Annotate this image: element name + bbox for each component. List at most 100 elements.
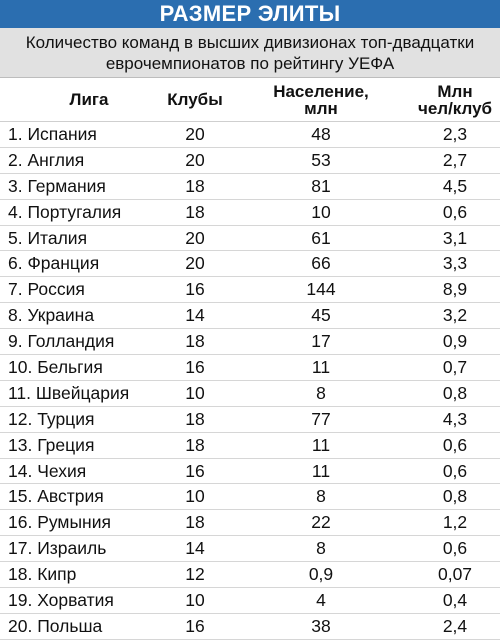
cell-league: 5. Италия <box>8 227 88 248</box>
cell-league: 16. Румыния <box>8 512 111 533</box>
cell-league: 11. Швейцария <box>8 382 130 403</box>
cell-ratio: 0,6 <box>442 201 468 222</box>
cell-population: 8 <box>316 538 326 559</box>
cell-clubs: 20 <box>185 253 205 274</box>
cell-population: 11 <box>311 356 331 377</box>
cell-population: 8 <box>316 486 326 507</box>
header-ratio-line-1: Млн <box>437 81 473 101</box>
cell-clubs: 16 <box>185 279 205 300</box>
cell-clubs: 16 <box>185 356 205 377</box>
cell-clubs: 18 <box>185 331 205 352</box>
cell-population: 11 <box>311 460 331 481</box>
cell-clubs: 12 <box>185 564 205 585</box>
cell-clubs: 20 <box>185 123 205 144</box>
cell-ratio: 4,3 <box>442 408 468 429</box>
cell-clubs: 20 <box>185 149 205 170</box>
cell-population: 77 <box>311 408 331 429</box>
header-ratio: Млн чел/клуб <box>412 83 498 117</box>
subtitle-line-2: еврочемпионатов по рейтингу УЕФА <box>105 53 395 73</box>
cell-ratio: 2,7 <box>442 149 468 170</box>
table-row: 8. Украина 14 45 3,2 <box>0 303 500 330</box>
cell-league: 8. Украина <box>8 305 95 326</box>
table-row: 6. Франция 20 66 3,3 <box>0 251 500 278</box>
cell-league: 12. Турция <box>8 408 95 429</box>
cell-league: 19. Хорватия <box>8 589 114 610</box>
cell-population: 22 <box>311 512 331 533</box>
cell-ratio: 0,6 <box>442 460 468 481</box>
cell-ratio: 0,7 <box>442 356 468 377</box>
cell-ratio: 0,4 <box>442 589 468 610</box>
cell-clubs: 18 <box>185 201 205 222</box>
cell-league: 1. Испания <box>8 123 97 144</box>
cell-ratio: 0,6 <box>442 434 468 455</box>
cell-league: 14. Чехия <box>8 460 87 481</box>
cell-ratio: 2,4 <box>442 615 468 636</box>
cell-population: 10 <box>311 201 331 222</box>
cell-ratio: 3,1 <box>442 227 468 248</box>
cell-ratio: 4,5 <box>442 175 468 196</box>
cell-ratio: 0,07 <box>437 564 473 585</box>
table-row: 12. Турция 18 77 4,3 <box>0 407 500 433</box>
cell-clubs: 16 <box>185 615 205 636</box>
cell-ratio: 0,6 <box>442 538 468 559</box>
cell-ratio: 3,3 <box>442 253 468 274</box>
table-row: 2. Англия 20 53 2,7 <box>0 148 500 174</box>
cell-population: 4 <box>316 589 326 610</box>
title-bar: РАЗМЕР ЭЛИТЫ <box>0 0 500 28</box>
table-row: 11. Швейцария 10 8 0,8 <box>0 381 500 407</box>
table-row: 14. Чехия 16 11 0,6 <box>0 459 500 485</box>
table-header: Лига Клубы Население, млн Млн чел/клуб <box>0 78 500 122</box>
table-row: 16. Румыния 18 22 1,2 <box>0 510 500 537</box>
header-population-line-1: Население, <box>273 81 369 101</box>
cell-population: 144 <box>306 279 336 300</box>
cell-clubs: 20 <box>185 227 205 248</box>
cell-league: 15. Австрия <box>8 486 104 507</box>
cell-league: 3. Германия <box>8 175 106 196</box>
table-row: 20. Польша 16 38 2,4 <box>0 614 500 640</box>
table-row: 7. Россия 16 144 8,9 <box>0 277 500 304</box>
cell-clubs: 10 <box>185 486 205 507</box>
table-row: 15. Австрия 10 8 0,8 <box>0 484 500 511</box>
cell-population: 53 <box>311 149 331 170</box>
cell-league: 10. Бельгия <box>8 356 103 377</box>
table-row: 4. Португалия 18 10 0,6 <box>0 200 500 226</box>
table-row: 9. Голландия 18 17 0,9 <box>0 329 500 356</box>
cell-ratio: 1,2 <box>442 512 468 533</box>
cell-league: 7. Россия <box>8 279 85 300</box>
cell-population: 81 <box>311 175 331 196</box>
cell-clubs: 18 <box>185 512 205 533</box>
cell-population: 38 <box>311 615 331 636</box>
header-population-line-2: млн <box>304 98 338 118</box>
cell-league: 2. Англия <box>8 149 85 170</box>
cell-population: 8 <box>316 382 326 403</box>
cell-ratio: 0,8 <box>442 486 468 507</box>
cell-league: 20. Польша <box>8 615 103 636</box>
cell-population: 17 <box>311 331 331 352</box>
cell-league: 17. Израиль <box>8 538 107 559</box>
cell-clubs: 18 <box>185 175 205 196</box>
header-population: Население, млн <box>230 83 412 117</box>
subtitle-bar: Количество команд в высших дивизионах то… <box>0 28 500 78</box>
table-row: 5. Италия 20 61 3,1 <box>0 226 500 252</box>
table-row: 19. Хорватия 10 4 0,4 <box>0 588 500 614</box>
cell-league: 4. Португалия <box>8 201 122 222</box>
cell-population: 66 <box>311 253 331 274</box>
cell-league: 13. Греция <box>8 434 95 455</box>
cell-ratio: 2,3 <box>442 123 468 144</box>
cell-population: 45 <box>311 305 331 326</box>
cell-population: 48 <box>311 123 331 144</box>
header-league: Лига <box>69 89 109 109</box>
cell-population: 11 <box>311 434 331 455</box>
cell-ratio: 8,9 <box>442 279 468 300</box>
table-row: 3. Германия 18 81 4,5 <box>0 174 500 200</box>
table-row: 18. Кипр 12 0,9 0,07 <box>0 562 500 589</box>
cell-clubs: 18 <box>185 434 205 455</box>
cell-ratio: 0,8 <box>442 382 468 403</box>
table-body: 1. Испания 20 48 2,3 2. Англия 20 53 2,7 3. Герм… <box>0 122 500 640</box>
cell-population: 0,9 <box>308 564 334 585</box>
cell-clubs: 18 <box>185 408 205 429</box>
cell-clubs: 10 <box>185 589 205 610</box>
cell-clubs: 14 <box>185 305 205 326</box>
header-clubs: Клубы <box>167 89 223 109</box>
cell-clubs: 10 <box>185 382 205 403</box>
